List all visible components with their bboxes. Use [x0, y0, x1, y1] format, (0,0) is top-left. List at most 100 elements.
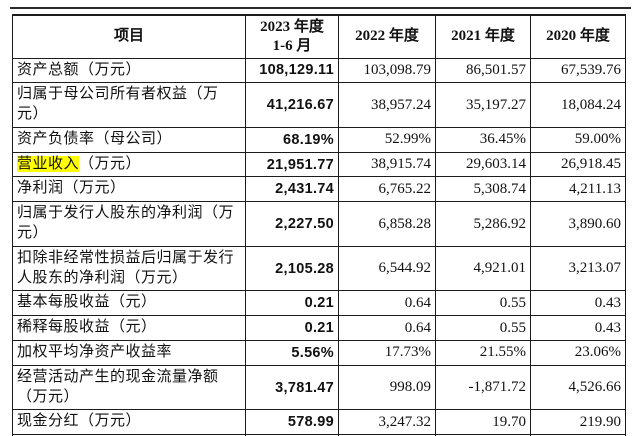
label-text: 资产总额（万元） [17, 61, 142, 78]
label-text: 扣除非经常性损益后归属于发行人股东的净利润（万元） [17, 249, 235, 286]
highlighted-label-text: 营业收入 [17, 155, 80, 172]
financial-summary-table: 项目 2023 年度 1-6 月 2022 年度 2021 年度 2020 年度… [12, 14, 626, 436]
value-2023h1: 108,129.11 [245, 57, 339, 84]
table-row: 现金分红（万元） 578.99 3,247.32 19.70 219.90 [12, 409, 626, 436]
value-2020: 4,526.66 [530, 364, 626, 411]
label-text: 资产负债率（母公司） [17, 130, 173, 147]
col-header-2022-label: 2022 年度 [355, 28, 419, 45]
label-text: 归属于母公司所有者权益（万元） [17, 86, 219, 123]
value-2022: 0.64 [338, 290, 436, 317]
value-2023h1: 3,781.47 [245, 364, 339, 411]
value-2021: 0.55 [435, 315, 531, 342]
value-2020: 4,211.13 [530, 176, 626, 203]
value-2022: 103,098.79 [338, 57, 436, 84]
value-2021: -1,871.72 [435, 364, 531, 411]
value-2022: 6,858.28 [338, 201, 436, 247]
value-2022: 38,957.24 [338, 82, 436, 128]
table-body: 资产总额（万元） 108,129.11 103,098.79 86,501.57 67,… [12, 57, 626, 436]
table-row: 稀释每股收益（元） 0.21 0.64 0.55 0.43 [12, 315, 626, 342]
table-row: 基本每股收益（元） 0.21 0.64 0.55 0.43 [12, 290, 626, 317]
row-label: 稀释每股收益（元） [12, 315, 246, 342]
table-row: 资产负债率（母公司） 68.19% 52.99% 36.45% 59.00% [12, 126, 626, 153]
value-2022: 998.09 [338, 364, 436, 411]
value-2020: 26,918.45 [530, 151, 626, 178]
value-2021: 21.55% [435, 340, 531, 366]
col-header-2020: 2020 年度 [530, 14, 626, 59]
value-2020: 0.43 [530, 315, 626, 342]
value-2022: 6,544.92 [338, 245, 436, 292]
value-2023h1: 5.56% [245, 340, 339, 366]
value-2020: 3,890.60 [530, 201, 626, 247]
row-label: 归属于母公司所有者权益（万元） [12, 82, 246, 128]
value-2021: 29,603.14 [435, 151, 531, 178]
label-text: 加权平均净资产收益率 [17, 344, 173, 361]
value-2020: 0.43 [530, 290, 626, 317]
value-2021: 0.55 [435, 290, 531, 317]
page-top-rule [10, 7, 631, 9]
value-2022: 17.73% [338, 340, 436, 366]
value-2023h1: 578.99 [245, 409, 339, 436]
label-text: 归属于发行人股东的净利润（万元） [17, 205, 235, 242]
value-2020: 5.06% [530, 434, 626, 436]
col-header-2021-label: 2021 年度 [451, 28, 515, 45]
row-label: 基本每股收益（元） [12, 290, 246, 317]
value-2020: 23.06% [530, 340, 626, 366]
table-row: 加权平均净资产收益率 5.56% 17.73% 21.55% 23.06% [12, 340, 626, 366]
value-2023h1: 68.19% [245, 126, 339, 153]
col-header-2023h1-subline: 1-6 月 [272, 37, 312, 54]
label-text: 稀释每股收益（元） [17, 319, 157, 336]
value-2022: 3,247.32 [338, 409, 436, 436]
value-2020: 59.00% [530, 126, 626, 153]
value-2021: 5,308.74 [435, 176, 531, 203]
label-text: 净利润（万元） [17, 180, 126, 197]
value-2021: 86,501.57 [435, 57, 531, 84]
value-2021: 5,286.92 [435, 201, 531, 247]
value-2023h1: 0.21 [245, 290, 339, 317]
value-2023h1: 2,105.28 [245, 245, 339, 292]
value-2023h1: 2,431.74 [245, 176, 339, 203]
table-row: 净利润（万元） 2,431.74 6,765.22 5,308.74 4,211.13 [12, 176, 626, 203]
row-label: 归属于发行人股东的净利润（万元） [12, 201, 246, 247]
label-text: 现金分红（万元） [17, 413, 142, 430]
label-text: 经营活动产生的现金流量净额（万元） [17, 368, 219, 405]
value-2023h1: 0.21 [245, 315, 339, 342]
row-label: 资产负债率（母公司） [12, 126, 246, 153]
value-2021: 35,197.27 [435, 82, 531, 128]
row-label: 经营活动产生的现金流量净额（万元） [12, 364, 246, 411]
value-2020: 3,213.07 [530, 245, 626, 292]
value-2020: 219.90 [530, 409, 626, 436]
row-label: 扣除非经常性损益后归属于发行人股东的净利润（万元） [12, 245, 246, 292]
table-row: 资产总额（万元） 108,129.11 103,098.79 86,501.57 67,… [12, 57, 626, 84]
col-header-item-label: 项目 [113, 28, 144, 45]
header-row: 项目 2023 年度 1-6 月 2022 年度 2021 年度 2020 年度 [12, 14, 626, 59]
col-header-2023h1: 2023 年度 1-6 月 [245, 14, 339, 59]
col-header-2023h1-label: 2023 年度 [260, 19, 324, 35]
value-2021: 19.70 [435, 409, 531, 436]
value-2022: 0.64 [338, 315, 436, 342]
row-label: 资产总额（万元） [12, 57, 246, 84]
value-2022: 38,915.74 [338, 151, 436, 178]
value-2023h1: 2,227.50 [245, 201, 339, 247]
col-header-2020-label: 2020 年度 [546, 28, 610, 45]
row-label: 营业收入（万元） [12, 151, 246, 178]
table-row: 研发投入占营业收入的比例5.63%4.94%6.06%5.06% [12, 434, 626, 436]
value-2023h1: 41,216.67 [245, 82, 339, 128]
value-2023h1: 21,951.77 [245, 151, 339, 178]
row-label: 净利润（万元） [12, 176, 246, 203]
value-2022: 52.99% [338, 126, 436, 153]
col-header-2022: 2022 年度 [338, 14, 436, 59]
value-2020: 67,539.76 [530, 57, 626, 84]
table-row: 营业收入（万元） 21,951.77 38,915.74 29,603.14 26,91… [12, 151, 626, 178]
value-2020: 18,084.24 [530, 82, 626, 128]
table-row: 经营活动产生的现金流量净额（万元） 3,781.47 998.09 -1,871.72… [12, 364, 626, 411]
value-2021: 36.45% [435, 126, 531, 153]
label-text: 基本每股收益（元） [17, 294, 157, 311]
row-label: 加权平均净资产收益率 [12, 340, 246, 366]
col-header-item: 项目 [12, 14, 246, 59]
label-text: （万元） [79, 155, 142, 172]
value-2022: 6,765.22 [338, 176, 436, 203]
table-row: 扣除非经常性损益后归属于发行人股东的净利润（万元） 2,105.28 6,544.9… [12, 245, 626, 292]
value-2021: 4,921.01 [435, 245, 531, 292]
row-label: 现金分红（万元） [12, 409, 246, 436]
